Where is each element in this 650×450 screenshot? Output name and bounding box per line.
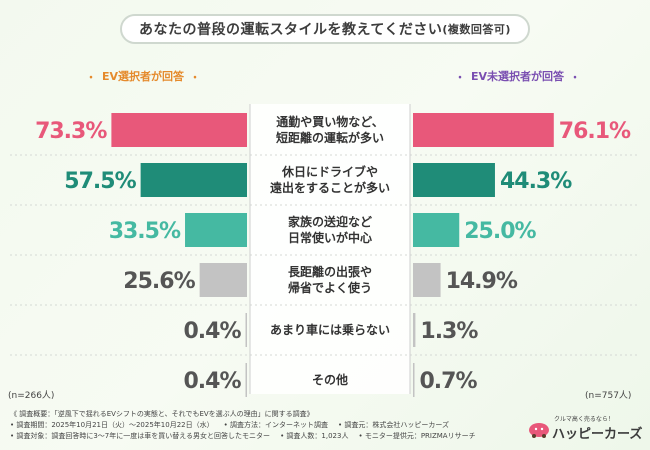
value-label-ev: 73.3% [35,119,107,144]
category-label: 帰省でよく使う [288,280,372,295]
bar-ev [199,263,247,297]
note-overview: 《 調査概要：「逆風下で揺れるEVシフトの実態と、それでもEVを選ぶ人の理由」に… [10,410,314,418]
note-target: • 調査対象：調査回答時に3〜7年に一度は車を買い替える男女と回答したモニター [10,432,271,440]
value-label-ev: 57.5% [64,169,136,194]
legend-ev: ・ EV選択者が回答 ・ [86,70,201,84]
value-label-ev: 0.4% [183,319,241,344]
category-panel [250,104,410,394]
title-note: (複数回答可) [442,23,511,36]
category-label: 短距離の運転が多い [276,130,384,145]
bar-non-ev [413,313,416,347]
value-label-non-ev: 14.9% [446,269,518,294]
sample-size-non-ev: (n=757人) [585,391,632,401]
category-label: 通勤や買い物など、 [276,114,383,129]
legend-non-ev: ・ EV未選択者が回答 ・ [455,70,581,84]
car-icon [529,423,549,438]
note-method: • 調査方法：インターネット調査 [223,421,328,429]
bar-non-ev [413,163,495,197]
note-provider: • モニター提供元：PRIZMAリサーチ [358,432,476,440]
chart-title: あなたの普段の運転スタイルを教えてください (複数回答可) [120,14,530,44]
bar-ev [140,163,247,197]
value-label-ev: 33.5% [109,219,181,244]
logo-name: ハッピーカーズ [552,427,643,442]
sample-size-ev: (n=266人) [8,391,55,401]
note-source: • 調査元：株式会社ハッピーカーズ [337,421,449,429]
category-label: あまり車には乗らない [270,322,390,337]
category-label: 長距離の出張や [288,264,372,279]
category-label: 家族の送迎など [288,214,372,229]
note-period: • 調査期間：2025年10月21日（火）〜2025年10月22日（水） [10,421,214,429]
bar-ev [185,213,247,247]
brand-logo: クルマ高く売るなら！ ハッピーカーズ [528,414,643,444]
note-count: • 調査人数：1,023人 [280,432,349,440]
bar-ev [245,313,247,347]
title-main: あなたの普段の運転スタイルを教えてください [139,22,443,38]
bar-ev [245,363,247,397]
value-label-ev: 25.6% [123,269,195,294]
legend-non-ev-label: EV未選択者が回答 [471,70,565,83]
value-label-non-ev: 25.0% [464,219,536,244]
value-label-non-ev: 0.7% [420,369,478,394]
bar-non-ev [413,363,415,397]
bar-non-ev [413,263,441,297]
bar-ev [111,113,248,147]
bar-non-ev [413,213,460,247]
category-label: 休日にドライブや [281,164,378,179]
category-label: その他 [312,372,348,387]
bar-non-ev [413,113,554,147]
value-label-non-ev: 1.3% [420,319,478,344]
value-label-non-ev: 76.1% [559,119,631,144]
logo-tagline: クルマ高く売るなら！ [554,416,614,423]
survey-notes: 《 調査概要：「逆風下で揺れるEVシフトの実態と、それでもEVを選ぶ人の理由」に… [10,409,530,442]
value-label-non-ev: 44.3% [500,169,572,194]
category-label: 日常使いが中心 [288,230,372,245]
category-label: 遠出をすることが多い [270,180,390,195]
legend-ev-label: EV選択者が回答 [102,70,185,83]
value-label-ev: 0.4% [183,369,241,394]
